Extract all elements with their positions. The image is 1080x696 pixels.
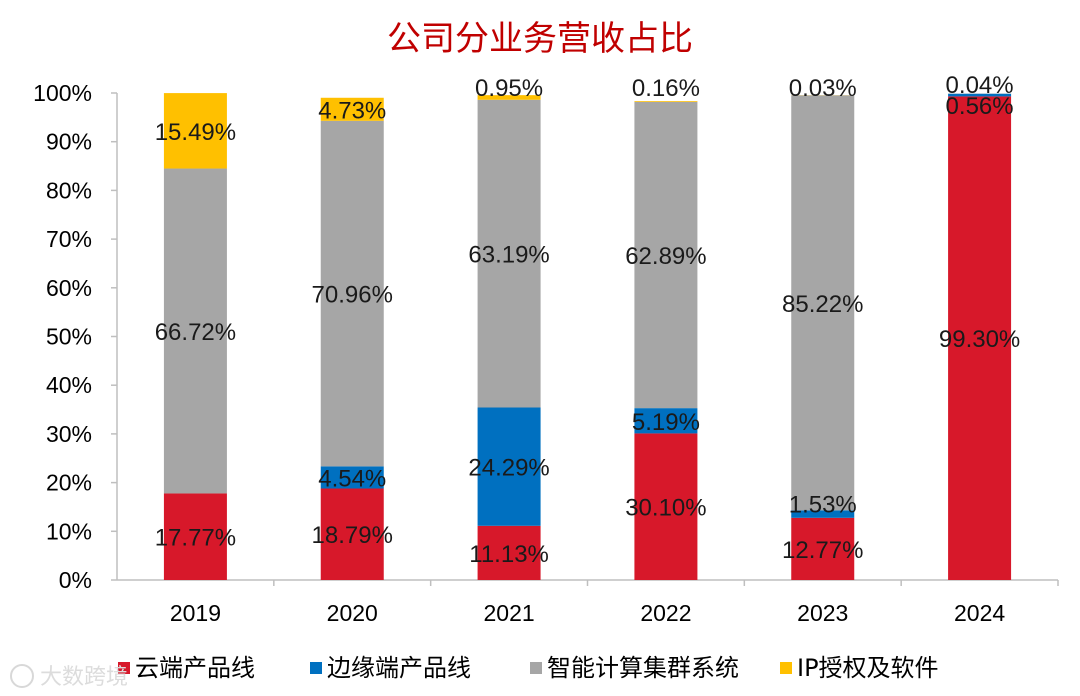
data-label: 11.13% bbox=[469, 541, 549, 568]
data-label: 0.16% bbox=[632, 75, 700, 102]
legend-label: 边缘端产品线 bbox=[327, 654, 471, 682]
bar-segment bbox=[948, 96, 1012, 580]
data-label: 70.96% bbox=[312, 282, 393, 309]
y-tick-label: 80% bbox=[46, 177, 92, 203]
data-label: 12.77% bbox=[782, 537, 863, 564]
bar-segment bbox=[320, 120, 384, 467]
data-label: 15.49% bbox=[155, 119, 236, 146]
watermark-logo-icon bbox=[10, 664, 34, 688]
data-label: 1.53% bbox=[789, 491, 857, 518]
bar-segment bbox=[634, 101, 698, 409]
data-label: 62.89% bbox=[625, 243, 706, 270]
watermark-text: 大数跨境 bbox=[40, 665, 128, 690]
data-label: 0.03% bbox=[789, 75, 857, 102]
legend-swatch bbox=[118, 662, 130, 674]
legend-swatch bbox=[530, 662, 542, 674]
data-label: 0.95% bbox=[475, 75, 543, 102]
bar-segment bbox=[477, 525, 541, 580]
bar-segment bbox=[634, 433, 698, 580]
x-tick-label: 2024 bbox=[954, 600, 1005, 626]
data-label: 24.29% bbox=[468, 455, 549, 482]
data-label: 30.10% bbox=[625, 495, 706, 522]
bar-segment bbox=[634, 408, 698, 434]
watermark: 大数跨境 bbox=[10, 664, 128, 690]
y-tick-label: 50% bbox=[46, 324, 92, 350]
bar-segment bbox=[320, 466, 384, 489]
y-tick-label: 10% bbox=[46, 518, 92, 544]
x-tick-label: 2021 bbox=[483, 600, 534, 626]
bars bbox=[163, 93, 1012, 580]
data-label: 63.19% bbox=[468, 242, 549, 269]
legend-swatch bbox=[780, 662, 792, 674]
bar-segment bbox=[163, 493, 227, 580]
legend-label: 智能计算集群系统 bbox=[547, 654, 739, 682]
data-labels: 17.77% 66.72% 15.49% 18.79% 4.54% 70.96% 4.73%… bbox=[155, 72, 1021, 568]
chart-title: 公司分业务营收占比 bbox=[387, 19, 693, 59]
data-label: 17.77% bbox=[155, 525, 236, 552]
data-label: 5.19% bbox=[632, 409, 700, 436]
legend: 云端产品线 边缘端产品线 智能计算集群系统 IP授权及软件 bbox=[118, 654, 939, 682]
y-tick-label: 20% bbox=[46, 470, 92, 496]
data-label: 0.56% bbox=[946, 93, 1014, 120]
bar-segment bbox=[163, 93, 227, 169]
bar-segment bbox=[634, 101, 698, 102]
bar-segment bbox=[791, 95, 855, 511]
legend-swatch bbox=[310, 662, 322, 674]
bar-segment bbox=[163, 168, 227, 494]
x-tick-label: 2023 bbox=[797, 600, 848, 626]
bar-segment bbox=[791, 510, 855, 518]
data-label: 18.79% bbox=[312, 522, 393, 549]
y-tick-label: 90% bbox=[46, 129, 92, 155]
y-tick-label: 0% bbox=[59, 567, 92, 593]
bar-segment bbox=[791, 517, 855, 580]
x-tick-label: 2020 bbox=[327, 600, 378, 626]
data-label: 85.22% bbox=[782, 291, 863, 318]
bar-segment bbox=[320, 97, 384, 121]
legend-label: 云端产品线 bbox=[135, 654, 255, 682]
y-tick-label: 60% bbox=[46, 275, 92, 301]
bar-segment bbox=[477, 99, 541, 408]
x-tick-label: 2022 bbox=[640, 600, 691, 626]
data-label: 66.72% bbox=[155, 319, 236, 346]
y-tick-label: 70% bbox=[46, 226, 92, 252]
bar-segment bbox=[477, 407, 541, 526]
y-tick-label: 100% bbox=[33, 80, 92, 106]
y-tick-label: 30% bbox=[46, 421, 92, 447]
x-tick-label: 2019 bbox=[170, 600, 221, 626]
data-label: 0.04% bbox=[946, 72, 1014, 99]
bar-segment bbox=[477, 95, 541, 100]
bar-segment bbox=[948, 93, 1012, 97]
data-label: 4.73% bbox=[318, 97, 386, 124]
bar-segment bbox=[320, 488, 384, 580]
legend-label: IP授权及软件 bbox=[797, 654, 939, 682]
y-tick-label: 40% bbox=[46, 372, 92, 398]
data-label: 99.30% bbox=[939, 326, 1020, 353]
data-label: 4.54% bbox=[318, 465, 386, 492]
axes: 0% 10% 20% 30% 40% 50% 60% 70% 80% 90% 100% 2019 202… bbox=[33, 80, 1059, 626]
